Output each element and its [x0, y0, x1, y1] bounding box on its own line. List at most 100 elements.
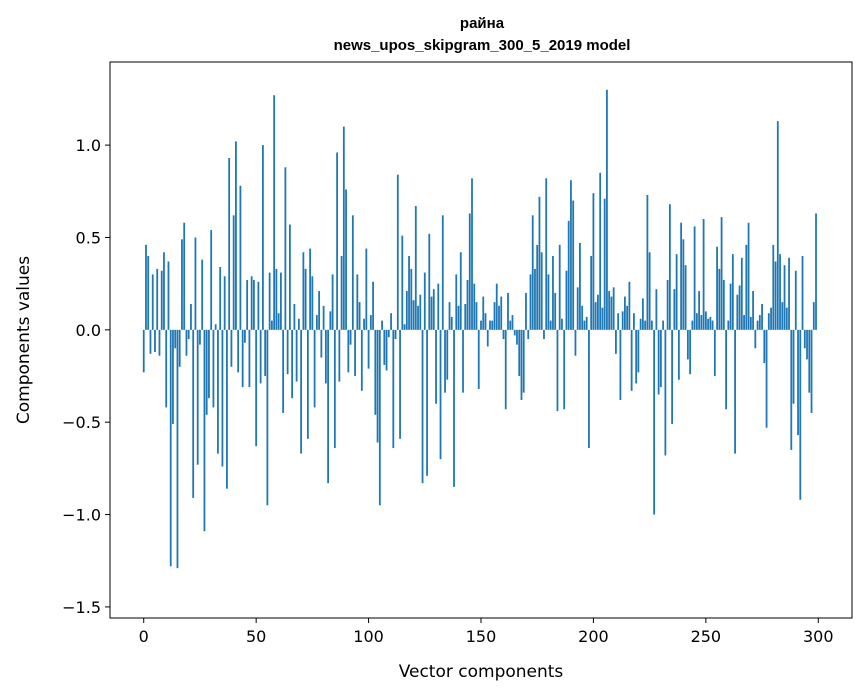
bar — [779, 254, 781, 330]
bar — [369, 315, 372, 330]
bar — [390, 313, 392, 330]
bar — [450, 316, 453, 330]
bar — [273, 95, 276, 330]
x-tick-label: 0 — [139, 627, 149, 646]
bar — [722, 279, 725, 330]
bar — [776, 121, 779, 330]
bar — [471, 178, 473, 330]
bar — [628, 281, 631, 330]
bar — [279, 272, 282, 330]
bar — [513, 329, 516, 336]
bar — [309, 248, 312, 330]
bar — [489, 320, 491, 330]
bar — [226, 329, 228, 489]
bar — [788, 257, 790, 330]
bar — [345, 189, 347, 330]
bar — [367, 329, 370, 369]
bar — [235, 141, 237, 330]
bar — [648, 252, 651, 330]
bar — [360, 329, 363, 391]
bar — [297, 318, 300, 330]
bar — [194, 237, 197, 330]
bar — [181, 239, 183, 330]
bar — [464, 303, 467, 330]
bar — [603, 198, 606, 330]
bar — [639, 318, 642, 330]
bar — [608, 291, 611, 330]
bar — [718, 268, 721, 330]
bar — [610, 296, 613, 330]
bar — [700, 315, 703, 330]
bar — [799, 329, 802, 500]
bar — [217, 329, 219, 454]
bar — [637, 329, 640, 373]
bar — [576, 287, 579, 330]
bar — [801, 255, 804, 330]
bar — [572, 200, 575, 330]
chart-title: райна — [460, 15, 505, 32]
bar — [671, 329, 674, 425]
bar — [219, 267, 222, 330]
bar — [401, 235, 404, 330]
bar — [565, 270, 568, 330]
bar — [615, 329, 617, 354]
bar — [749, 316, 752, 330]
bar — [412, 300, 415, 330]
bar — [518, 329, 521, 377]
x-axis-label: Vector components — [399, 662, 564, 682]
bar — [262, 145, 264, 330]
bar — [693, 226, 696, 330]
bar — [486, 329, 489, 347]
bar — [385, 329, 388, 371]
bar — [241, 329, 244, 388]
bar — [677, 329, 680, 380]
bar — [154, 329, 156, 353]
bar — [704, 311, 707, 330]
bar — [376, 329, 379, 443]
bar — [151, 274, 154, 330]
bar — [574, 329, 577, 356]
bar — [495, 283, 498, 330]
bar — [635, 329, 638, 384]
bar — [659, 329, 662, 388]
bar — [480, 320, 482, 330]
bar — [250, 276, 253, 330]
bar — [167, 261, 170, 330]
bar — [462, 329, 464, 393]
y-tick-label: −1.0 — [62, 506, 101, 525]
bar — [752, 291, 754, 330]
bar — [475, 302, 478, 330]
x-tick-label: 150 — [466, 627, 497, 646]
bar — [378, 329, 381, 506]
bar — [621, 311, 624, 330]
bar — [761, 303, 763, 330]
bar — [536, 244, 539, 330]
bar — [333, 329, 336, 449]
bar — [758, 315, 761, 330]
bar — [383, 329, 386, 365]
bar — [331, 274, 334, 330]
bar — [437, 283, 440, 330]
bar — [239, 185, 242, 330]
bar — [684, 265, 687, 330]
bar — [441, 215, 444, 330]
bar — [145, 244, 147, 330]
bar — [594, 302, 597, 330]
bar — [304, 268, 307, 330]
bar — [668, 204, 671, 330]
bar — [466, 279, 469, 330]
bar — [691, 320, 694, 330]
bar — [736, 294, 739, 330]
bar — [473, 283, 476, 330]
bar — [570, 180, 572, 330]
bar — [633, 313, 635, 330]
bar — [794, 270, 797, 330]
y-axis: −1.5 −1.0 −0.5 0.0 0.5 1.0 — [62, 136, 110, 617]
bar — [747, 222, 750, 330]
bar — [320, 329, 323, 358]
bar — [657, 329, 660, 395]
bar — [662, 320, 665, 330]
bar — [641, 298, 644, 330]
bar — [210, 230, 213, 330]
